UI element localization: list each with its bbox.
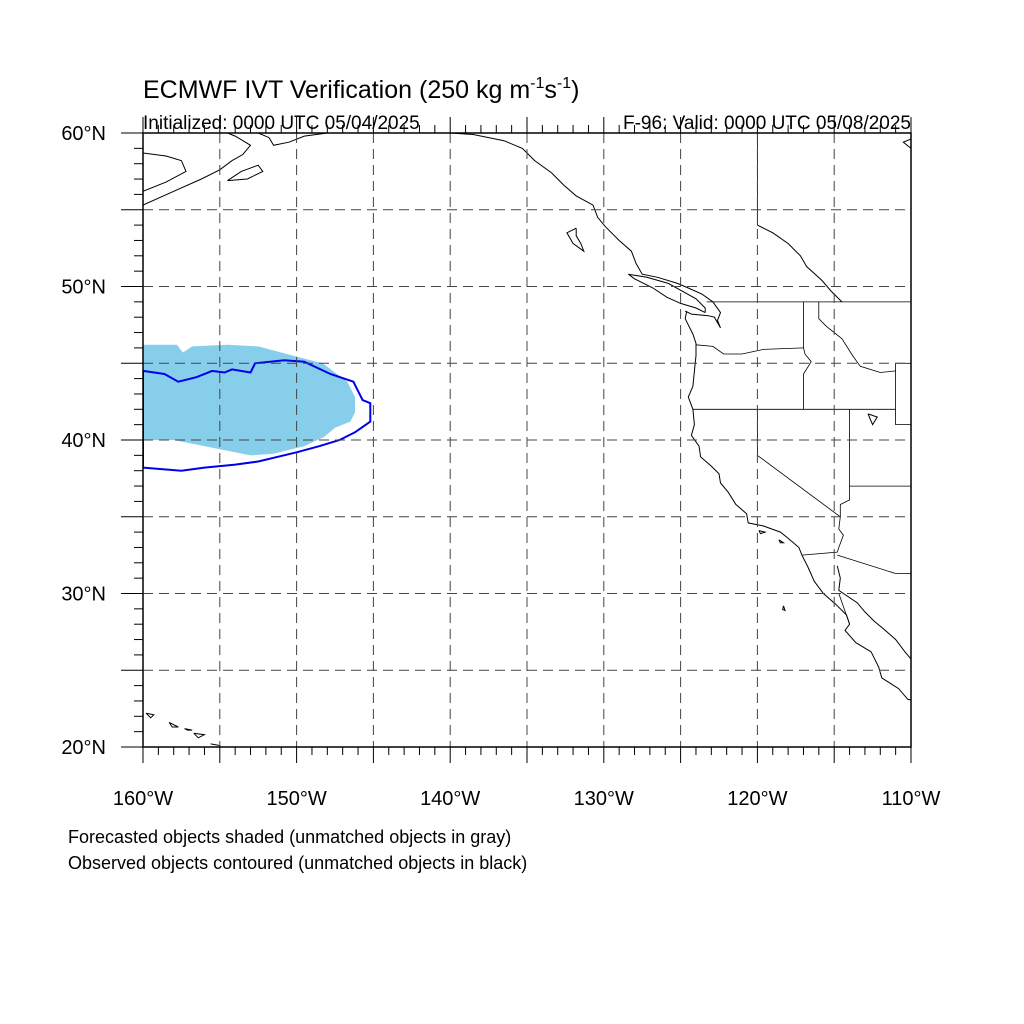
coastline-segment [782, 605, 786, 612]
border-segment [757, 409, 841, 518]
coastline-segment [757, 224, 843, 303]
border-segment [839, 409, 850, 517]
coastline-segment [778, 539, 786, 544]
initialized-label: Initialized: 0000 UTC 05/04/2025 [143, 113, 420, 134]
border-segment [801, 516, 844, 556]
latitude-label: 50°N [61, 277, 106, 299]
title-end: ) [571, 76, 579, 104]
title-mid: s [544, 76, 557, 104]
border-segment [818, 301, 896, 373]
observed-objects-layer [143, 359, 372, 472]
coastlines-layer [143, 133, 911, 747]
observed-object-contour [143, 359, 372, 472]
title: ECMWF IVT Verification (250 kg m-1s-1) [143, 75, 579, 104]
latitude-label: 40°N [61, 430, 106, 452]
longitude-label: 150°W [266, 788, 326, 810]
title-sup2: -1 [557, 75, 571, 92]
coastline-segment [758, 530, 767, 535]
footer-observed-note: Observed objects contoured (unmatched ob… [68, 853, 527, 873]
coastline-segment [227, 164, 264, 182]
border-segment [695, 344, 804, 355]
latitude-label: 20°N [61, 737, 106, 759]
longitude-label: 110°W [882, 788, 941, 810]
coastline-segment [450, 133, 722, 329]
coastline-segment [184, 728, 193, 731]
border-segment [803, 301, 812, 410]
axis-ticks-layer [121, 117, 912, 763]
title-main: ECMWF IVT Verification (250 kg m [143, 76, 530, 104]
coastline-segment [143, 133, 252, 206]
forecast-objects-layer [143, 344, 355, 456]
axis-labels-layer: 160°W 150°W 140°W 130°W 120°W 110°W 60°N 50°N 40… [61, 123, 940, 810]
coastline-segment [258, 133, 328, 146]
longitude-label: 130°W [574, 788, 634, 810]
coastline-segment [566, 227, 585, 253]
longitude-label: 120°W [727, 788, 787, 810]
forecast-object [143, 344, 355, 456]
political-borders-layer [692, 133, 911, 625]
valid-label: F-96: Valid: 0000 UTC 05/08/2025 [623, 113, 911, 134]
longitude-label: 160°W [113, 788, 173, 810]
coastline-segment [193, 732, 207, 739]
coastline-segment [210, 743, 221, 747]
coastline-segment [867, 413, 878, 426]
graticule-layer [143, 133, 911, 747]
latitude-label: 30°N [61, 584, 106, 606]
title-sup1: -1 [530, 75, 544, 92]
coastline-segment [145, 712, 155, 719]
coastline-segment [684, 311, 911, 701]
coastline-segment [902, 138, 911, 149]
border-segment [838, 593, 850, 625]
coastline-segment [168, 721, 179, 728]
longitude-label: 140°W [420, 788, 480, 810]
border-segment [837, 554, 911, 574]
map-frame [142, 132, 912, 748]
border-segment [895, 363, 911, 426]
coastline-segment [628, 273, 706, 314]
footer-forecast-note: Forecasted objects shaded (unmatched obj… [68, 827, 511, 847]
coastline-segment [836, 565, 911, 660]
latitude-label: 60°N [61, 123, 106, 145]
